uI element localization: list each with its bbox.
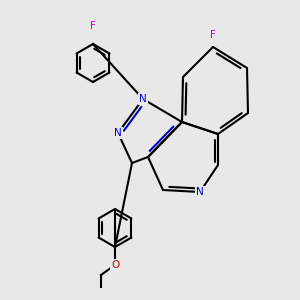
Text: N: N <box>114 128 122 138</box>
Text: F: F <box>210 30 216 40</box>
Text: O: O <box>111 260 119 270</box>
Text: N: N <box>139 94 147 104</box>
Text: F: F <box>90 21 96 31</box>
Text: N: N <box>196 187 204 197</box>
